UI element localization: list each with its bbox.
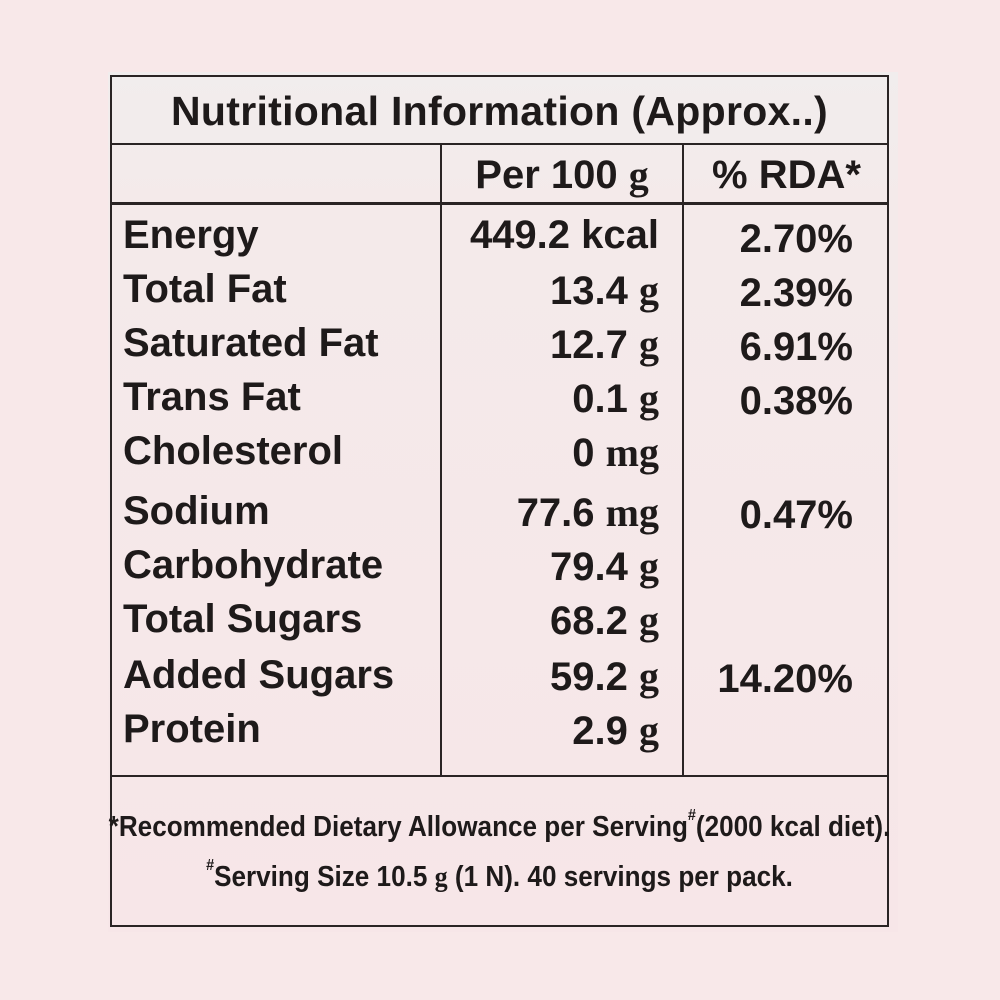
amount-value: 2.9 (572, 709, 628, 753)
nutrient-amount: 77.6 mg (517, 489, 659, 536)
serving-size-text: Serving Size 10.5 (214, 861, 428, 893)
amount-value: 59.2 (550, 655, 628, 699)
amount-unit: g (639, 544, 659, 589)
amount-unit: g (639, 708, 659, 753)
serving-unit: g (434, 861, 448, 893)
per-100g-label: Per 100 (475, 152, 618, 197)
column-divider-1 (440, 143, 442, 776)
amount-unit: mg (605, 430, 659, 475)
nutrient-amount: 2.9 g (572, 707, 659, 754)
amount-value: 68.2 (550, 599, 628, 643)
footnote-mark: # (687, 807, 696, 824)
nutrient-amount: 449.2 kcal (470, 213, 659, 258)
nutrient-rda: 2.70% (739, 217, 853, 261)
nutrient-amount: 59.2 g (550, 653, 659, 700)
label-background (108, 72, 898, 932)
rda-footnote-text: *Recommended Dietary Allowance per Servi… (108, 811, 688, 843)
nutrient-amount: 13.4 g (550, 267, 659, 314)
nutrient-amount: 0 mg (572, 429, 659, 476)
table-row: Total Fat 13.4 g 2.39% (112, 267, 887, 321)
footnote: *Recommended Dietary Allowance per Servi… (109, 779, 891, 925)
nutrient-rda: 6.91% (739, 325, 853, 369)
table-row: Added Sugars 59.2 g 14.20% (112, 653, 887, 707)
table-row: Trans Fat 0.1 g 0.38% (112, 375, 887, 429)
amount-value: 13.4 (550, 269, 628, 313)
nutrient-name: Saturated Fat (123, 321, 379, 365)
nutrient-amount: 68.2 g (550, 597, 659, 644)
nutrient-name: Added Sugars (123, 653, 395, 697)
title-divider (112, 143, 887, 145)
amount-unit: g (639, 322, 659, 367)
per-100g-unit: g (628, 152, 649, 198)
footnote-mark: # (206, 857, 215, 874)
amount-unit: g (639, 598, 659, 643)
header-divider (112, 202, 887, 205)
amount-unit: g (639, 654, 659, 699)
servings-per-pack: (1 N). 40 servings per pack. (454, 861, 793, 893)
amount-value: 449.2 kcal (469, 213, 659, 257)
table-row: Sodium 77.6 mg 0.47% (112, 489, 887, 543)
serving-note: #Serving Size 10.5 g (1 N). 40 servings … (97, 857, 903, 894)
nutrient-name: Total Sugars (123, 597, 363, 641)
nutrient-name: Energy (123, 213, 259, 257)
rda-header: % RDA* (712, 152, 861, 197)
table-row: Protein 2.9 g (112, 707, 887, 761)
nutrient-rda: 2.39% (739, 271, 853, 315)
nutrient-amount: 12.7 g (550, 321, 659, 368)
table-row: Energy 449.2 kcal 2.70% (112, 213, 887, 267)
nutrient-amount: 79.4 g (550, 543, 659, 590)
amount-unit: g (639, 268, 659, 313)
table-row: Carbohydrate 79.4 g (112, 543, 887, 597)
nutrient-amount: 0.1 g (572, 375, 659, 422)
table-title: Nutritional Information (Approx..) (170, 87, 829, 134)
nutrient-name: Cholesterol (123, 429, 344, 473)
table-row: Cholesterol 0 mg (112, 429, 887, 483)
table-row: Saturated Fat 12.7 g 6.91% (112, 321, 887, 375)
rda-footnote: *Recommended Dietary Allowance per Servi… (97, 807, 903, 844)
amount-unit: mg (605, 490, 659, 535)
nutrient-name: Total Fat (123, 267, 287, 311)
amount-unit: g (639, 376, 659, 421)
nutrition-table: Nutritional Information (Approx..) Per 1… (109, 75, 891, 927)
amount-value: 77.6 (516, 491, 595, 535)
diet-note: (2000 kcal diet). (695, 811, 891, 843)
nutrient-name: Trans Fat (123, 375, 301, 419)
amount-value: 0.1 (572, 377, 628, 421)
nutrient-name: Carbohydrate (123, 543, 384, 587)
nutrient-name: Protein (123, 707, 261, 751)
amount-value: 0 (572, 431, 595, 475)
amount-value: 12.7 (550, 323, 628, 367)
amount-value: 79.4 (550, 545, 628, 589)
footer-divider (112, 775, 887, 777)
nutrient-rda: 14.20% (717, 657, 853, 701)
nutrient-name: Sodium (123, 489, 270, 533)
column-divider-2 (682, 143, 684, 776)
table-row: Total Sugars 68.2 g (112, 597, 887, 651)
nutrient-rda: 0.38% (739, 379, 853, 423)
nutrient-rda: 0.47% (739, 493, 853, 537)
per-100g-header: Per 100 g (442, 145, 682, 205)
